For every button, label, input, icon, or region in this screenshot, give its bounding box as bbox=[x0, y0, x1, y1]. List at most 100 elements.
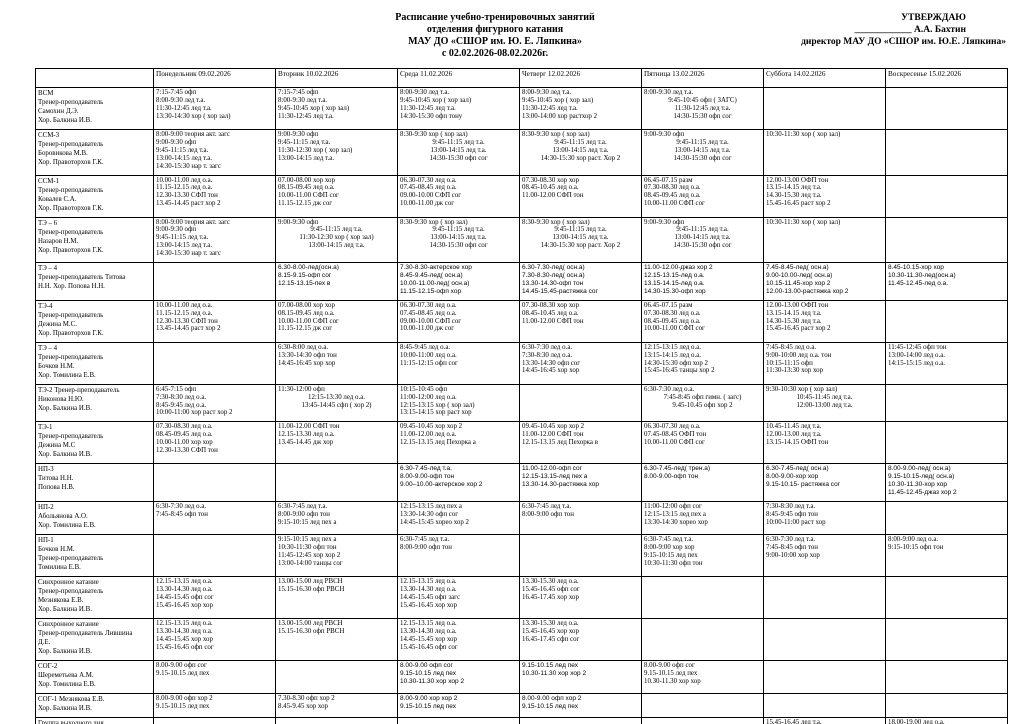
day-header-row: Понедельник 09.02.2026 Вторник 10.02.2026… bbox=[35, 68, 1008, 88]
schedule-cell: 12.15-13.15 лед о.а. 13.30-14.30 лед о.а.… bbox=[397, 617, 520, 661]
session-entry: 7.30-8.30-актерское хор bbox=[400, 264, 472, 272]
schedule-cell: 12.15-13.15 лед о.а. 13.30-14.30 лед о.а.… bbox=[153, 617, 276, 661]
session-entry: 8:00-9:00 хор хор bbox=[644, 543, 695, 551]
session-entry: 13:00-14:15 лед т.а. bbox=[156, 154, 213, 162]
title-line-2: отделения фигурного катания bbox=[426, 24, 564, 35]
session-entry: 13.30-14.30 лед о.а. bbox=[156, 627, 213, 635]
session-entry: 9.15-10.15 лед пех bbox=[156, 669, 210, 677]
group-label-line: Тренер-преподаватель bbox=[38, 99, 104, 106]
day-header: Четверг 12.02.2026 bbox=[519, 68, 642, 88]
schedule-row: Синхронное катание Тренер-преподаватель Ме… bbox=[35, 575, 1008, 619]
group-label-line: Никонова Н.Ю. bbox=[38, 395, 84, 403]
session-entry: 13.30-14.30 лед о.а. bbox=[156, 585, 213, 593]
schedule-cell bbox=[885, 692, 1008, 718]
session-entry: 11:30-13:30 хор хор bbox=[766, 367, 824, 375]
schedule-cell: 6:30-7:45 лед т.а. 8:00-9:00 офп тон 9:15-… bbox=[275, 500, 398, 535]
session-entry: 8:00-9:00 офп тон bbox=[522, 510, 574, 518]
session-entry: 11:30-12:45 лед т.а. bbox=[400, 104, 456, 112]
schedule-cell: 15.45-16.45 лед т.а.17.00-18.00 офп тон bbox=[763, 716, 886, 724]
session-entry: 11:15-12:15 офп сог bbox=[400, 359, 458, 367]
session-entry: 13.30-15.30 лед о.а. bbox=[522, 619, 579, 627]
schedule-cell bbox=[763, 575, 886, 619]
schedule-cell: 6:30-7:30 лед о.а. 7:30-8:30 лед о.а. 13:3… bbox=[519, 341, 642, 385]
session-entry: 9.45-10.45 офп хор 2 bbox=[672, 401, 733, 409]
schedule-cell: 6:30-7:45 лед т.а. 8:00-9:00 офп тон bbox=[519, 500, 642, 535]
session-entry: 6:30-7:30 лед т.а. bbox=[766, 535, 816, 543]
approval-director: директор МАУ ДО «СШОР им. Ю.Е. Ляпкина» bbox=[801, 37, 1006, 47]
session-entry: 15.45-16.45 раст хор 2 bbox=[766, 325, 831, 333]
session-entry: 9:15-10:15 офп тон bbox=[888, 543, 944, 551]
session-entry: 12:15-13:15 лед о.а. bbox=[644, 343, 701, 351]
session-entry: 11.00-12.00 СФП тон bbox=[522, 317, 584, 325]
session-entry: 9:00-9:30 офп bbox=[644, 131, 685, 138]
session-entry: 10.30-11.30-хор хор bbox=[888, 481, 947, 489]
session-entry: 13.00-15.00 лед РВСН bbox=[278, 619, 343, 627]
session-entry: 07.30-08.30 лед о.а. bbox=[644, 309, 701, 317]
schedule-cell: 07.30-08.30 хор хор 08.45-10.45 лед о.а. 1… bbox=[519, 299, 642, 343]
group-label-line: Тренер-преподаватель bbox=[38, 186, 104, 194]
session-entry: 07.45-08.45 ОФП тон bbox=[644, 431, 707, 439]
schedule-cell: 8:00-9:30 лед т.а. 9:45-10:45 хор ( хор з… bbox=[397, 87, 520, 130]
schedule-row: ТЭ – 6 Тренер-преподаватель Назаров Н.М. Хо… bbox=[35, 216, 1008, 264]
session-entry: 9:45-11:15 лед т.а. bbox=[676, 138, 729, 146]
schedule-row: СОГ-1 Мезнякова Е.В. Хор. Балкина И.В. 8.0… bbox=[35, 692, 1008, 718]
schedule-cell: 10:30-11:30 хор ( хор зал) bbox=[763, 129, 886, 176]
session-entry: 10.00-11.00 дж сог bbox=[400, 200, 455, 208]
schedule-cell: 10:15-10:45 офп 11:00-12:00 лед о.а. 12:15… bbox=[397, 383, 520, 423]
group-label-line: Хор. Балкина И.В. bbox=[38, 404, 92, 412]
group-label-line: Тренер-преподаватель Лившина bbox=[38, 629, 133, 637]
schedule-cell: 8:45-9:45 лед о.а. 10:00-11:00 лед о.а. 11… bbox=[397, 341, 520, 385]
group-label-line: ТЭ-1 bbox=[38, 424, 53, 432]
schedule-cell: 18.00-19.00 лед о.а.19.15-20.15 офп тон bbox=[885, 716, 1008, 724]
session-entry: 13:15-14:15 хор раст хор bbox=[400, 409, 472, 417]
session-entry: 9:45-11:15 лед т.а. bbox=[676, 226, 729, 234]
session-entry: 11.45-12.45-джаз хор 2 bbox=[888, 489, 957, 497]
schedule-row: ТЭ – 4 Тренер-преподаватель Титова Н.Н. Хо… bbox=[35, 262, 1008, 301]
session-entry: 12.00-13.00-растяжка хор 2 bbox=[766, 287, 849, 295]
group-label-line: Хор. Правоторхов Г.К. bbox=[38, 204, 104, 212]
session-entry: 9:45-10:45 хор ( хор зал) bbox=[522, 96, 594, 104]
session-entry: 11.00-12.00 СФП тон bbox=[522, 192, 584, 200]
schedule-cell: 12.15-13.15 лед о.а. 13.30-14.30 лед о.а.… bbox=[153, 575, 276, 619]
session-entry: 9:45-11:15 лед т.а. bbox=[156, 234, 209, 242]
session-entry: 13.15-14.15 ОФП тон bbox=[766, 439, 829, 447]
session-entry: 8:00-9:30 лед т.а. bbox=[278, 96, 328, 104]
approval-heading: УТВЕРЖДАЮ bbox=[901, 13, 966, 23]
session-entry: 9:45-11:15 лед т.а. bbox=[278, 138, 331, 146]
schedule-cell: 07.00-08.00 хор хор 08.15-09.45 лед о.а. 1… bbox=[275, 299, 398, 343]
schedule-cell: 8:00-9:00 лед о.а. 9:15-10:15 офп тон bbox=[885, 533, 1008, 577]
session-entry: 10.00-11.00 дж сог bbox=[400, 325, 455, 333]
schedule-cell: 11.00-12.00-офп сог 12.15-13.15-лед пех а… bbox=[519, 463, 642, 502]
schedule-cell: 8:30-9:30 хор ( хор зал) 9:45-11:15 лед т… bbox=[519, 129, 642, 176]
session-entry: 8.00-9.00 хор хор 2 bbox=[400, 694, 458, 702]
session-entry: 07.45-08.45 лед о.а. bbox=[400, 309, 457, 317]
schedule-cell: 7.45-8.45-лед( осн.а) 9.00-10.00-лед( осн… bbox=[763, 262, 886, 301]
group-label-cell: ТЭ – 4 Тренер-преподаватель Бочков Н.М. Хор… bbox=[35, 341, 154, 385]
session-entry: 07.30-08.30 хор хор bbox=[522, 176, 579, 184]
schedule-cell: 6:30-7:45 лед т.а. 8:00-9:00 хор хор 9:15-… bbox=[641, 533, 764, 577]
session-entry: 13.45-14.45 раст хор 2 bbox=[156, 325, 221, 333]
group-label-line: ТЭ-4 bbox=[38, 302, 53, 310]
schedule-cell: 8.00-9.00-лед( осн.а) 9.15-10.15-лед( осн… bbox=[885, 463, 1008, 502]
schedule-cell bbox=[885, 659, 1008, 694]
corner-header-cell bbox=[35, 68, 154, 88]
schedule-cell: 8.00-9.00 офп сог 9.15-10.15 лед пех 10.30… bbox=[397, 659, 520, 694]
group-label-line: Хор. Правоторхов Г.К. bbox=[38, 246, 104, 254]
session-entry: 9:15-10:15 лед пех а bbox=[278, 518, 337, 526]
session-entry: 13:30-14:30 хорео хор bbox=[644, 518, 708, 526]
session-entry: 13:30-14:30 офп тон bbox=[278, 351, 337, 359]
schedule-cell bbox=[885, 129, 1008, 176]
group-label-line: Титова Н.Н. bbox=[38, 475, 74, 483]
schedule-cell: 9:00-9:30 офп 9:45-11:15 лед т.а. 13:00-14… bbox=[641, 216, 764, 264]
group-label-line: ТЭ – 6 bbox=[38, 219, 58, 227]
group-label-line: ТЭ-2 Тренер-преподаватель bbox=[38, 386, 120, 394]
session-entry: 12.15-13.15 лед о.а. bbox=[156, 619, 213, 627]
session-entry: 07.00-08.00 хор хор bbox=[278, 176, 335, 184]
session-entry: 08.45-09.45 лед о.а. bbox=[156, 431, 213, 439]
session-entry: 13:00-14:15 лед т.а. bbox=[308, 242, 365, 250]
session-entry: 6:45-7:15 офп bbox=[156, 385, 197, 393]
schedule-cell: 9:00-9:30 офп 9:45-11:15 лед т.а. 13:00-14… bbox=[641, 129, 764, 176]
group-label-line: ССМ-3 bbox=[38, 132, 60, 139]
session-entry: 15:45-16:45 танцы хор 2 bbox=[644, 367, 715, 375]
session-entry: 08.15-09.45 лед о.а. bbox=[278, 184, 335, 192]
